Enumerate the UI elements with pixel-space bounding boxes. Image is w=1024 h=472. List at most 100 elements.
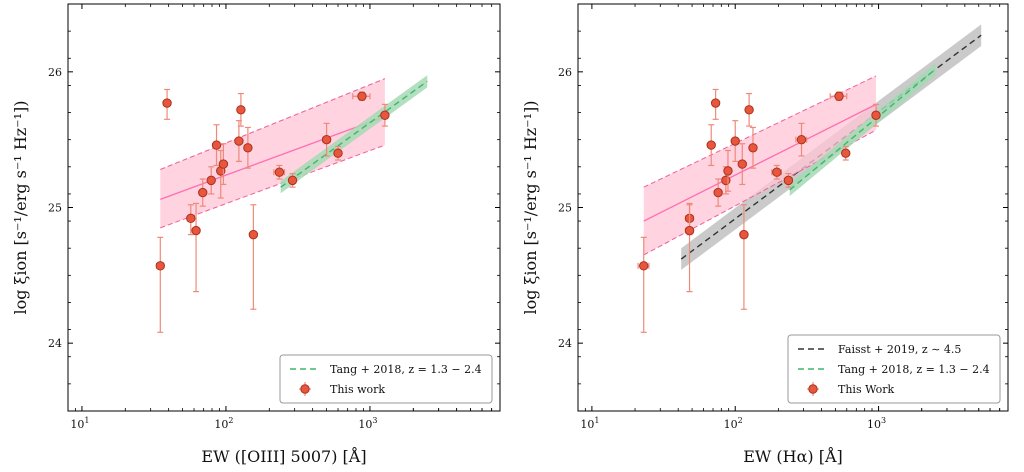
data-point bbox=[162, 98, 172, 108]
left-panel-oiii: 24 25 26 101 102 103 EW ([OIII] 5007) [Å] log ξ… bbox=[11, 3, 501, 466]
data-point bbox=[721, 175, 731, 186]
x-tick-exponent: 3 bbox=[881, 416, 886, 425]
data-point-group bbox=[637, 236, 650, 333]
x-tick-label: 102 bbox=[214, 416, 233, 431]
data-point bbox=[186, 213, 196, 224]
data-point-group bbox=[248, 204, 259, 310]
data-point-group bbox=[748, 126, 758, 169]
right-panel-halpha: 24 25 26 101 102 103 EW (Hα) [Å] log ξion [s⁻¹/… bbox=[521, 3, 1009, 466]
legend: Faisst + 2019, z ∼ 4.5 Tang + 2018, z = 1… bbox=[787, 334, 1001, 404]
data-point-group bbox=[198, 178, 208, 207]
data-point bbox=[248, 229, 259, 240]
data-point-group bbox=[723, 149, 733, 192]
data-point bbox=[871, 110, 881, 120]
data-point bbox=[243, 143, 253, 153]
data-point-group bbox=[739, 204, 749, 310]
data-point bbox=[684, 225, 695, 236]
x-tick-label: 102 bbox=[724, 416, 743, 431]
data-point-group bbox=[380, 103, 390, 127]
x-tick-exponent: 3 bbox=[372, 416, 377, 425]
fit-band-upper-edge bbox=[160, 78, 386, 170]
data-point-group bbox=[841, 145, 851, 161]
fit-confidence-band bbox=[160, 78, 385, 228]
data-point-group bbox=[795, 122, 808, 157]
legend-swatch-point bbox=[808, 384, 818, 394]
data-point bbox=[710, 98, 721, 108]
axes-frame bbox=[67, 3, 501, 412]
data-point bbox=[772, 167, 782, 177]
x-axis-label: EW ([OIII] 5007) [Å] bbox=[201, 446, 366, 466]
y-tick-label: 24 bbox=[558, 337, 572, 350]
data-point bbox=[321, 134, 332, 145]
data-point bbox=[744, 105, 754, 115]
data-point-group bbox=[706, 124, 716, 167]
legend: Tang + 2018, z = 1.3 − 2.4 This work bbox=[279, 354, 493, 404]
data-point-group bbox=[730, 120, 740, 162]
data-point-group bbox=[211, 124, 222, 167]
data-point-group bbox=[162, 88, 172, 120]
data-point-group bbox=[333, 145, 343, 161]
data-point-group bbox=[206, 166, 216, 195]
legend-box bbox=[279, 354, 493, 404]
x-tick-exponent: 2 bbox=[228, 416, 233, 425]
data-point-group bbox=[191, 202, 201, 293]
data-point bbox=[748, 143, 758, 153]
data-point bbox=[834, 91, 844, 101]
data-point bbox=[639, 261, 649, 271]
data-point-group bbox=[684, 202, 695, 293]
plot-area bbox=[155, 75, 428, 333]
legend-label: Tang + 2018, z = 1.3 − 2.4 bbox=[838, 363, 990, 376]
y-tick-label: 26 bbox=[558, 66, 572, 79]
data-point-group bbox=[352, 91, 371, 101]
data-point-group bbox=[218, 143, 229, 186]
data-point-group bbox=[243, 126, 253, 169]
data-point bbox=[796, 134, 807, 145]
data-point bbox=[723, 166, 733, 176]
data-point bbox=[357, 91, 367, 101]
x-tick-label: 101 bbox=[70, 416, 89, 431]
y-axis-label: log ξion [s⁻¹/erg s⁻¹ Hz⁻¹]) bbox=[11, 100, 30, 314]
x-tick-exponent: 1 bbox=[594, 416, 599, 425]
tang-line bbox=[789, 68, 937, 191]
data-point-group bbox=[710, 88, 721, 120]
data-point bbox=[218, 159, 229, 169]
tang-line bbox=[280, 80, 428, 188]
legend-label: This Work bbox=[838, 383, 895, 396]
data-point-group bbox=[287, 172, 298, 188]
data-point bbox=[739, 229, 749, 240]
data-point-group bbox=[871, 103, 881, 127]
data-point bbox=[380, 110, 390, 120]
data-point bbox=[713, 187, 723, 198]
x-tick-label: 103 bbox=[358, 416, 377, 431]
data-point bbox=[706, 140, 716, 150]
data-point-group bbox=[737, 143, 747, 186]
y-tick-label: 26 bbox=[48, 66, 62, 79]
data-point-group bbox=[321, 122, 332, 157]
data-point-group bbox=[771, 164, 783, 180]
fit-confidence-band bbox=[643, 75, 877, 255]
data-point-group bbox=[186, 204, 196, 236]
legend-label: Tang + 2018, z = 1.3 − 2.4 bbox=[330, 363, 482, 376]
y-tick-label: 25 bbox=[48, 202, 62, 215]
data-point bbox=[730, 136, 740, 146]
data-point bbox=[206, 175, 216, 186]
data-point bbox=[287, 175, 298, 186]
x-tick-label: 101 bbox=[580, 416, 599, 431]
x-tick-exponent: 2 bbox=[738, 416, 743, 425]
x-axis-label: EW (Hα) [Å] bbox=[743, 446, 843, 466]
legend-label: This work bbox=[330, 383, 385, 396]
data-point bbox=[198, 187, 208, 198]
data-point-group bbox=[236, 92, 246, 127]
fit-line bbox=[160, 115, 386, 200]
data-point bbox=[155, 261, 166, 271]
data-point bbox=[234, 136, 244, 146]
data-point bbox=[211, 140, 222, 150]
data-point bbox=[274, 167, 285, 177]
data-point bbox=[333, 148, 343, 158]
legend-label: Faisst + 2019, z ∼ 4.5 bbox=[838, 343, 961, 356]
data-point bbox=[841, 148, 851, 158]
data-point-group bbox=[829, 91, 848, 101]
data-point bbox=[236, 105, 246, 115]
data-point-group bbox=[234, 120, 244, 162]
